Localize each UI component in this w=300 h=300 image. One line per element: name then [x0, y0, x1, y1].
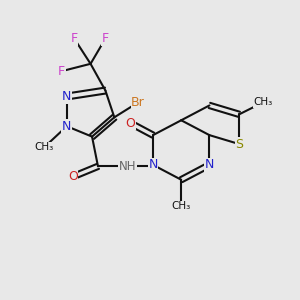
- Text: N: N: [205, 158, 214, 171]
- Text: NH: NH: [119, 160, 136, 173]
- Text: CH₃: CH₃: [35, 142, 54, 152]
- Text: N: N: [148, 158, 158, 171]
- Text: F: F: [58, 65, 65, 78]
- Text: O: O: [68, 170, 78, 183]
- Text: F: F: [102, 32, 109, 45]
- Text: CH₃: CH₃: [172, 202, 191, 212]
- Text: N: N: [62, 90, 71, 103]
- Text: O: O: [126, 117, 136, 130]
- Text: Br: Br: [131, 96, 145, 109]
- Text: S: S: [235, 138, 243, 151]
- Text: CH₃: CH₃: [253, 98, 273, 107]
- Text: F: F: [70, 32, 78, 45]
- Text: N: N: [62, 120, 71, 133]
